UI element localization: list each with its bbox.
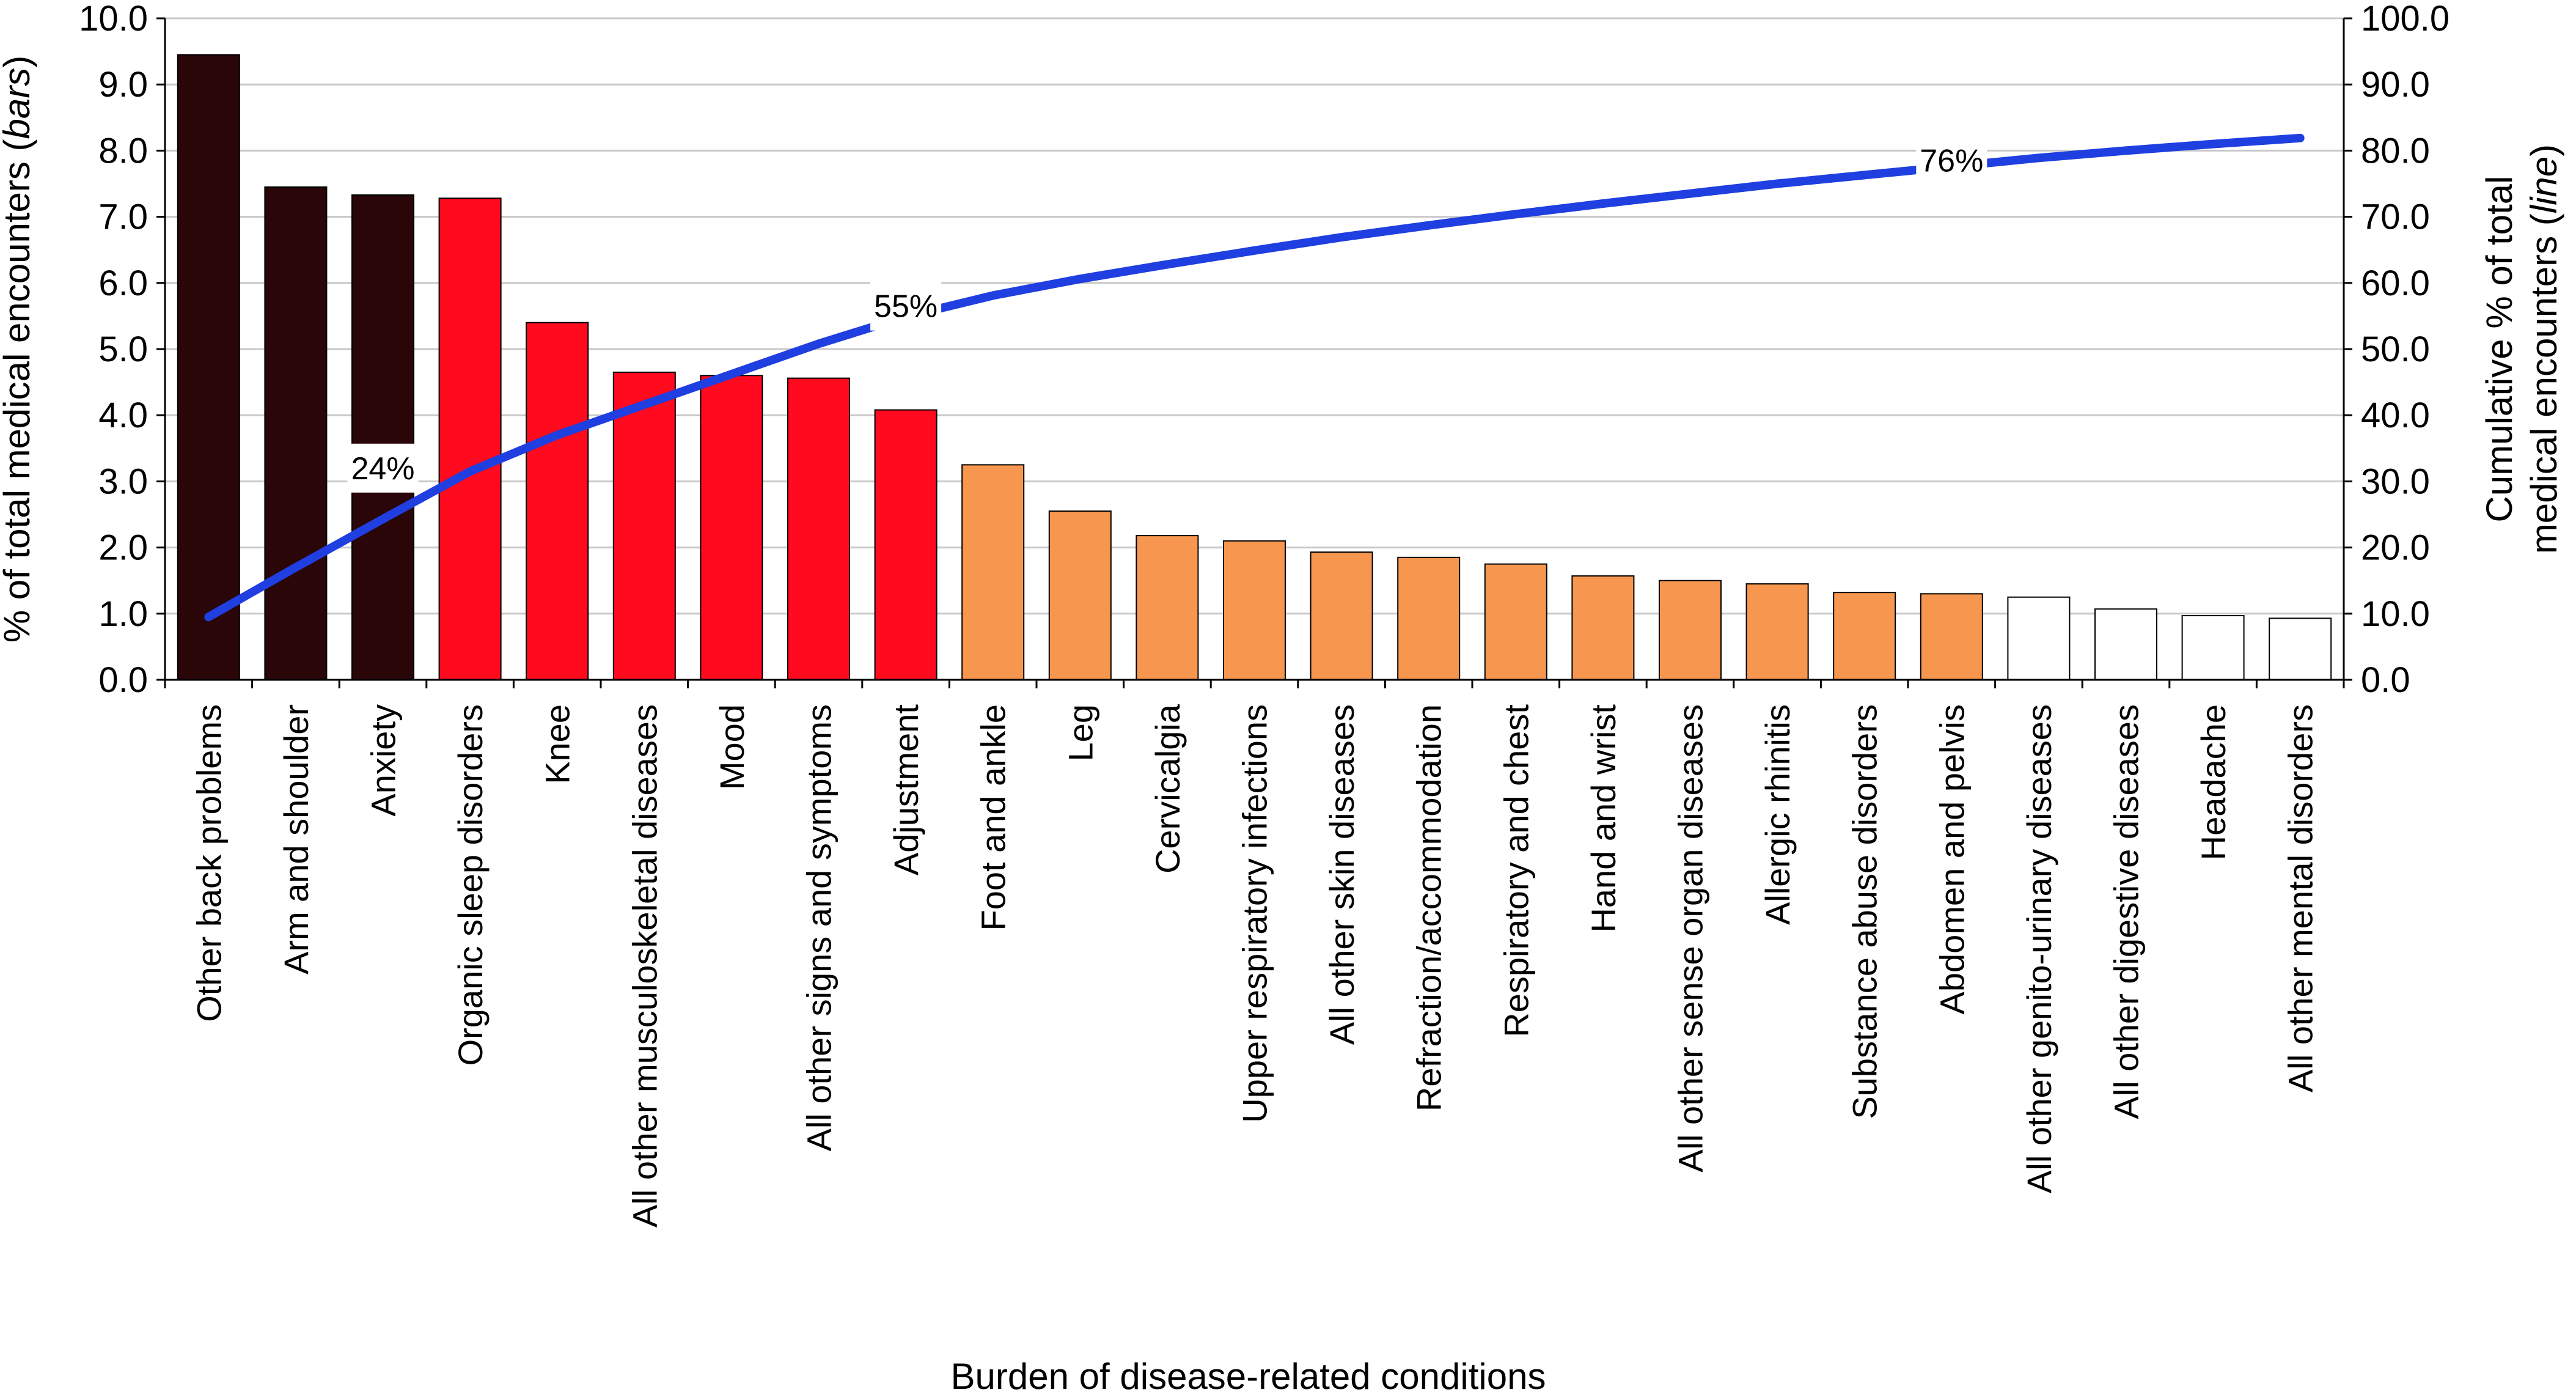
- tick-label-right: 100.0: [2361, 0, 2449, 39]
- tick-label-left: 4.0: [98, 396, 148, 435]
- annotations: 24% 55% 76%: [347, 136, 1987, 493]
- tick-label-left: 6.0: [98, 263, 148, 303]
- bar-23: [2094, 608, 2157, 681]
- bar-12: [1136, 535, 1199, 681]
- tick-label-left: 10.0: [79, 0, 148, 39]
- tick-label-right: 40.0: [2361, 396, 2430, 435]
- category-label: Knee: [538, 704, 577, 784]
- category-label: Abdomen and pelvis: [1932, 704, 1971, 1014]
- bar-4: [438, 197, 502, 680]
- tick-label-left: 7.0: [98, 197, 148, 237]
- bars: [177, 54, 2332, 681]
- axis-labels: Other back problems Arm and shoulder Anxie…: [0, 56, 2564, 1392]
- bar-11: [1048, 510, 1112, 681]
- annotation-label: 76%: [1920, 144, 1983, 179]
- tick-label-left: 2.0: [98, 528, 148, 568]
- category-label: Foot and ankle: [974, 704, 1013, 930]
- x-axis-title: Burden of disease-related conditions: [951, 1356, 1546, 1392]
- tick-label-right: 60.0: [2361, 263, 2430, 303]
- annotation-bg: [1916, 136, 1987, 185]
- bar-9: [874, 409, 938, 680]
- y-axis-title-right-line1: Cumulative % of total: [2479, 176, 2520, 523]
- category-label: Allergic rhinitis: [1758, 704, 1797, 925]
- category-label: All other genito-urinary diseases: [2020, 704, 2058, 1193]
- category-label: All other signs and symptoms: [800, 704, 838, 1151]
- category-label: Cervicalgia: [1148, 704, 1187, 874]
- category-label: Refraction/accommodation: [1410, 704, 1448, 1111]
- tick-label-right: 90.0: [2361, 65, 2430, 105]
- bar-7: [700, 375, 763, 681]
- bar-19: [1745, 583, 1809, 680]
- annotation-bg: [347, 443, 419, 493]
- category-label: All other digestive diseases: [2107, 704, 2146, 1119]
- category-label: Leg: [1061, 704, 1099, 761]
- category-label: Adjustment: [887, 704, 925, 876]
- bar-17: [1571, 575, 1635, 680]
- tick-label-left: 1.0: [98, 594, 148, 634]
- category-label: All other musculoskeletal diseases: [625, 704, 664, 1228]
- bar-8: [787, 377, 850, 680]
- category-label: Anxiety: [364, 704, 403, 817]
- category-label: Mood: [713, 704, 751, 790]
- tick-label-right: 10.0: [2361, 594, 2430, 634]
- category-label: All other skin diseases: [1323, 704, 1361, 1045]
- tick-label-right: 30.0: [2361, 462, 2430, 501]
- tick-label-right: 0.0: [2361, 660, 2410, 700]
- bar-6: [612, 371, 676, 680]
- annotation-bg: [870, 281, 942, 331]
- y-axis-title-right-line2: medical encounters (line): [2523, 144, 2564, 554]
- bar-13: [1223, 540, 1286, 681]
- tick-label-right: 50.0: [2361, 330, 2430, 369]
- bar-18: [1659, 580, 1722, 681]
- tick-label-right: 20.0: [2361, 528, 2430, 568]
- tick-label-right: 70.0: [2361, 197, 2430, 237]
- bar-3: [351, 194, 414, 681]
- bar-2: [264, 186, 328, 681]
- bar-24: [2181, 615, 2245, 681]
- category-label: Organic sleep disorders: [451, 704, 490, 1066]
- category-label: All other sense organ diseases: [1671, 704, 1710, 1173]
- category-label: Arm and shoulder: [277, 704, 315, 974]
- bar-22: [2007, 596, 2071, 680]
- y-axis-title-left: % of total medical encounters (bars): [0, 56, 37, 643]
- bar-16: [1484, 563, 1547, 681]
- tick-label-left: 3.0: [98, 462, 148, 501]
- bar-5: [526, 322, 589, 680]
- tick-label-left: 0.0: [98, 660, 148, 700]
- axes: 0.0 1.0 2.0 3.0 4.0 5.0 6.0 7.0 8.0 9.0 10.0 0.0 10.…: [79, 0, 2449, 700]
- bar-15: [1397, 556, 1461, 681]
- bar-10: [961, 464, 1025, 680]
- bar-25: [2269, 617, 2332, 681]
- bar-14: [1310, 551, 1373, 681]
- category-label: Respiratory and chest: [1497, 704, 1535, 1037]
- annotation-label: 24%: [351, 451, 414, 487]
- category-label: Upper respiratory infections: [1236, 704, 1274, 1123]
- bar-1: [177, 54, 240, 680]
- tick-label-left: 9.0: [98, 65, 148, 105]
- category-label: All other mental disorders: [2281, 704, 2320, 1092]
- bar-21: [1920, 593, 1983, 681]
- category-label: Substance abuse disorders: [1846, 704, 1884, 1119]
- category-label: Other back problems: [189, 704, 228, 1022]
- tick-label-right: 80.0: [2361, 131, 2430, 171]
- annotation-label: 55%: [874, 289, 938, 325]
- bar-20: [1833, 592, 1896, 681]
- category-label: Hand and wrist: [1584, 704, 1623, 933]
- tick-label-left: 8.0: [98, 131, 148, 171]
- tick-label-left: 5.0: [98, 330, 148, 369]
- category-label: Headache: [2194, 704, 2233, 860]
